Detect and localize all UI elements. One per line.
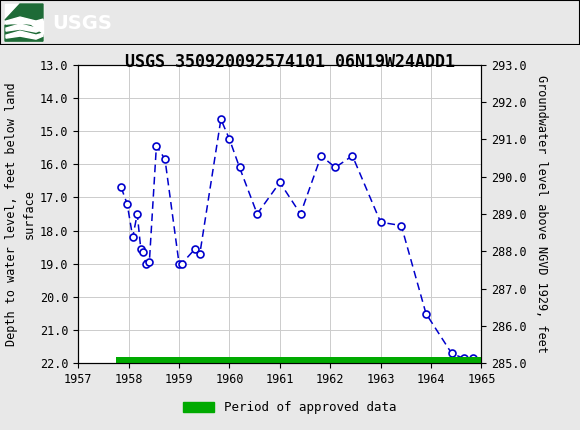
Polygon shape <box>6 24 43 32</box>
Bar <box>116 357 481 363</box>
Polygon shape <box>5 25 43 41</box>
Text: USGS 350920092574101 06N19W24ADD1: USGS 350920092574101 06N19W24ADD1 <box>125 53 455 71</box>
Y-axis label: Groundwater level above NGVD 1929, feet: Groundwater level above NGVD 1929, feet <box>535 75 548 353</box>
Bar <box>5 4 43 41</box>
Polygon shape <box>6 17 43 25</box>
Y-axis label: Depth to water level, feet below land
surface: Depth to water level, feet below land su… <box>5 82 36 346</box>
Polygon shape <box>5 4 43 20</box>
Polygon shape <box>6 31 43 39</box>
Legend: Period of approved data: Period of approved data <box>178 396 402 419</box>
Text: USGS: USGS <box>52 14 112 33</box>
